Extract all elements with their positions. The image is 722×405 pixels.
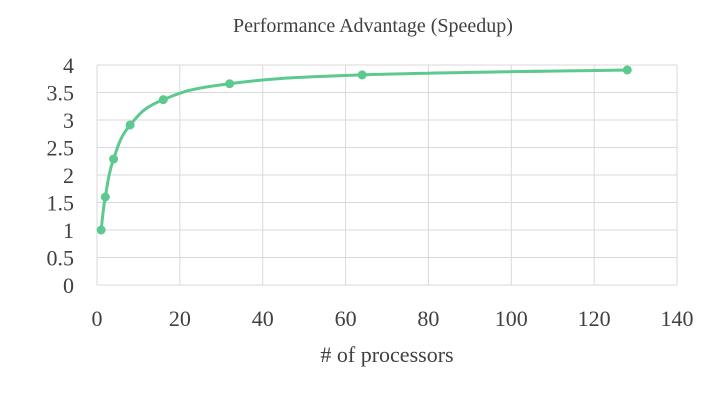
x-axis-label: # of processors <box>320 342 453 367</box>
y-tick-label: 0.5 <box>47 246 75 271</box>
y-tick-label: 1.5 <box>47 191 75 216</box>
data-point <box>158 95 168 105</box>
data-point <box>357 70 367 80</box>
x-tick-label: 140 <box>661 306 694 331</box>
x-axis-ticks: 0 20 40 60 80 100 120 140 <box>92 306 694 331</box>
y-tick-label: 2.5 <box>47 136 75 161</box>
x-tick-label: 80 <box>417 306 439 331</box>
y-tick-label: 2 <box>63 163 74 188</box>
series-speedup <box>96 65 632 235</box>
data-point <box>225 79 235 89</box>
x-tick-label: 120 <box>578 306 611 331</box>
y-tick-label: 3 <box>63 108 74 133</box>
data-point <box>96 225 106 235</box>
data-point <box>100 192 110 202</box>
y-tick-label: 0 <box>63 273 74 298</box>
x-tick-label: 100 <box>495 306 528 331</box>
y-tick-label: 4 <box>63 53 74 78</box>
data-point <box>125 120 135 130</box>
x-tick-label: 40 <box>252 306 274 331</box>
y-axis-ticks: 00.5 11.5 22.5 33.5 4 <box>47 53 75 298</box>
data-point <box>622 65 632 75</box>
data-point <box>109 154 119 164</box>
x-tick-label: 0 <box>92 306 103 331</box>
chart-title: Performance Advantage (Speedup) <box>233 15 513 37</box>
y-tick-label: 3.5 <box>47 81 75 106</box>
x-tick-label: 20 <box>169 306 191 331</box>
y-tick-label: 1 <box>63 218 74 243</box>
series-line <box>99 68 629 232</box>
gridlines <box>96 64 678 286</box>
x-tick-label: 60 <box>335 306 357 331</box>
